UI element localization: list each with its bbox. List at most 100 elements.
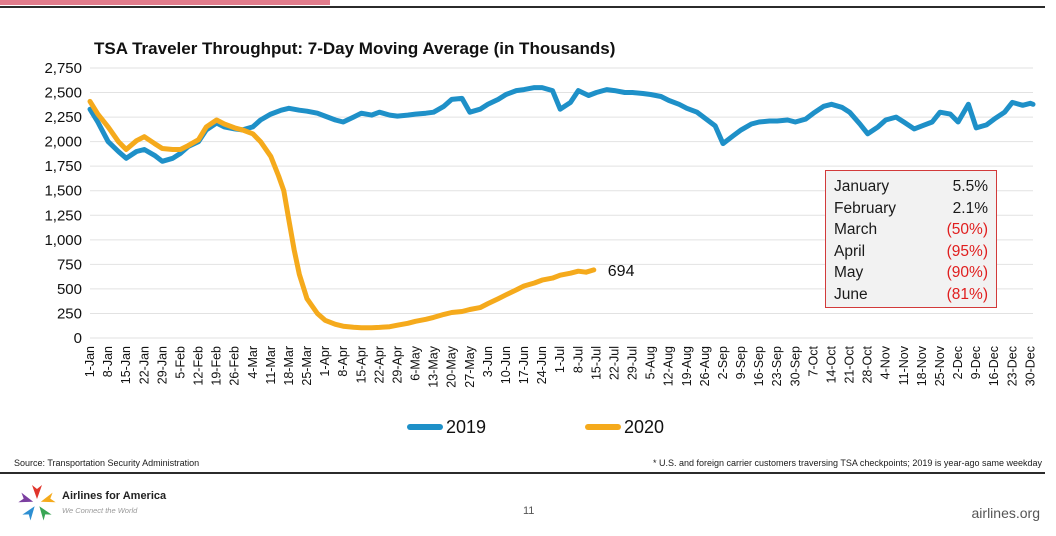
stats-month: April	[834, 242, 866, 260]
x-tick-label: 18-Nov	[915, 345, 929, 386]
x-tick-label: 11-Nov	[897, 345, 911, 385]
stats-row: June (81%)	[834, 284, 988, 306]
stats-value: (95%)	[946, 242, 988, 260]
stats-month: March	[834, 221, 878, 238]
x-tick-label: 23-Dec	[1005, 346, 1019, 386]
x-tick-label: 1-Jan	[83, 346, 97, 377]
series-lines	[87, 85, 1036, 331]
x-tick-label: 30-Dec	[1023, 346, 1037, 386]
x-tick-label: 9-Dec	[969, 346, 983, 379]
y-tick-label: 750	[57, 256, 82, 273]
x-tick-label: 5-Aug	[644, 346, 658, 379]
x-axis-ticks: 1-Jan 8-Jan 15-Jan 22-Jan 29-Jan 5-Feb 12-Feb 1…	[83, 345, 1037, 387]
x-tick-label: 22-Apr	[372, 346, 386, 384]
x-tick-label: 22-Jan	[137, 346, 151, 384]
x-tick-label: 13-May	[427, 345, 441, 387]
stats-row: March (50%)	[834, 219, 988, 241]
x-tick-label: 1-Apr	[318, 346, 332, 377]
end-value-label: 694	[608, 263, 635, 280]
x-tick-label: 23-Sep	[770, 346, 784, 386]
x-tick-label: 17-Jun	[517, 346, 531, 384]
x-tick-label: 11-Mar	[264, 346, 278, 385]
y-tick-label: 1,750	[44, 158, 82, 175]
stats-row: February 2.1%	[834, 198, 988, 220]
y-tick-label: 500	[57, 281, 82, 298]
source-note: Source: Transportation Security Administ…	[14, 458, 200, 468]
footnote: * U.S. and foreign carrier customers tra…	[652, 458, 1042, 468]
x-tick-label: 8-Jan	[101, 346, 115, 377]
x-tick-label: 7-Oct	[806, 345, 820, 376]
x-tick-label: 29-Apr	[390, 346, 404, 384]
stats-month: January	[834, 178, 890, 195]
stats-month: May	[834, 264, 864, 281]
y-tick-label: 2,000	[44, 134, 82, 151]
y-tick-label: 250	[57, 305, 82, 322]
x-tick-label: 22-Jul	[607, 346, 621, 380]
series-line-2020	[87, 98, 597, 331]
footer-rule	[0, 472, 1045, 474]
airlines-for-america-logo-icon	[18, 485, 56, 521]
x-tick-label: 29-Jul	[626, 346, 640, 380]
x-tick-label: 12-Feb	[192, 346, 206, 386]
x-tick-label: 8-Jul	[571, 346, 585, 373]
x-tick-label: 8-Apr	[336, 346, 350, 377]
x-tick-label: 4-Nov	[879, 345, 893, 379]
x-tick-label: 30-Sep	[788, 346, 802, 386]
chart-title: TSA Traveler Throughput: 7-Day Moving Av…	[94, 39, 615, 58]
x-tick-label: 18-Mar	[282, 346, 296, 386]
y-tick-label: 1,000	[44, 232, 82, 249]
x-tick-label: 26-Feb	[228, 346, 242, 386]
stats-row: April (95%)	[834, 241, 988, 263]
x-tick-label: 29-Jan	[155, 346, 169, 384]
x-tick-label: 24-Jun	[535, 346, 549, 384]
stats-value: (81%)	[946, 285, 988, 303]
page-number: 11	[523, 505, 535, 517]
x-tick-label: 28-Oct	[861, 345, 875, 383]
y-tick-label: 0	[74, 330, 82, 347]
y-axis-ticks: 0 250 500 750 1,000 1,250 1,500 1,750 2,000 2,250…	[44, 60, 82, 347]
header-accent-bar	[0, 0, 330, 5]
series-line-2019	[87, 85, 1036, 164]
y-tick-label: 1,250	[44, 207, 82, 224]
y-tick-label: 2,500	[44, 85, 82, 102]
stats-value: (50%)	[946, 221, 988, 238]
x-tick-label: 9-Sep	[734, 346, 748, 379]
x-tick-label: 26-Aug	[698, 346, 712, 386]
stats-value: (90%)	[946, 264, 988, 281]
x-tick-label: 15-Jul	[589, 346, 603, 380]
x-tick-label: 1-Jul	[553, 346, 567, 373]
stats-row: January 5.5%	[834, 176, 988, 198]
x-tick-label: 2-Dec	[951, 346, 965, 379]
stats-value: 5.5%	[952, 178, 988, 195]
x-tick-label: 12-Aug	[662, 346, 676, 386]
stats-value: 2.1%	[952, 199, 988, 217]
y-tick-label: 1,500	[44, 183, 82, 200]
x-tick-label: 20-May	[445, 345, 459, 387]
stats-row: May (90%)	[834, 262, 988, 284]
legend-label-2020: 2020	[624, 417, 664, 437]
brand-tagline: We Connect the World	[62, 506, 138, 515]
brand-name: Airlines for America	[62, 490, 167, 502]
x-tick-label: 4-Mar	[246, 346, 260, 379]
x-tick-label: 6-May	[409, 345, 423, 380]
website-link[interactable]: airlines.org	[971, 505, 1040, 521]
x-tick-label: 15-Apr	[354, 346, 368, 384]
x-tick-label: 25-Nov	[933, 345, 947, 386]
x-tick-label: 19-Feb	[210, 346, 224, 386]
legend: 2019 2020	[407, 417, 664, 437]
x-tick-label: 10-Jun	[499, 346, 513, 384]
x-tick-label: 15-Jan	[119, 346, 133, 384]
legend-label-2019: 2019	[446, 417, 486, 437]
stats-month: June	[834, 285, 868, 303]
x-tick-label: 14-Oct	[824, 345, 838, 383]
x-tick-label: 27-May	[463, 345, 477, 387]
y-tick-label: 2,250	[44, 109, 82, 126]
header-rule	[0, 6, 1045, 8]
stats-month: February	[834, 199, 897, 217]
y-tick-label: 2,750	[44, 60, 82, 77]
x-tick-label: 5-Feb	[173, 346, 187, 379]
x-tick-label: 25-Mar	[300, 346, 314, 386]
monthly-change-box: January 5.5% February 2.1% March (50%) April (9…	[825, 170, 997, 308]
x-tick-label: 19-Aug	[680, 346, 694, 386]
x-tick-label: 16-Dec	[987, 346, 1001, 386]
